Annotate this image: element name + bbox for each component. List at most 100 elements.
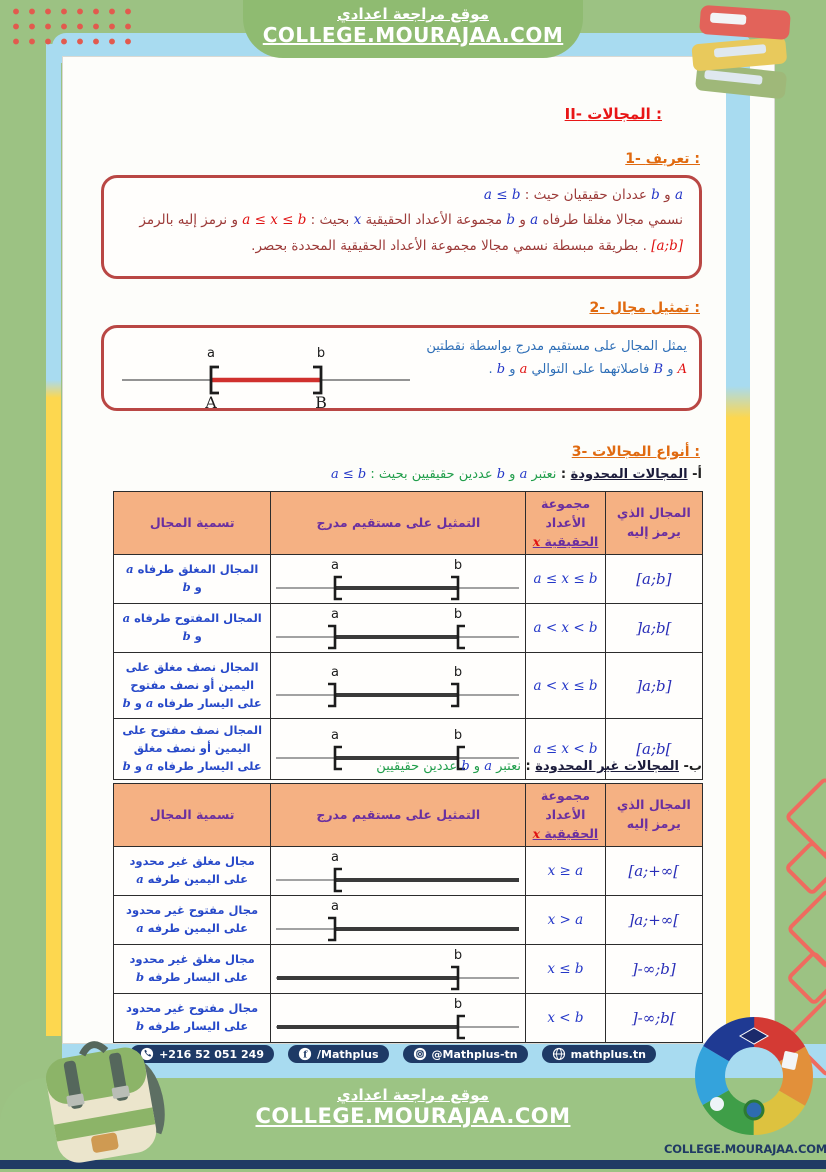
interval-number-line: b [276,997,520,1040]
text-run: a [126,562,134,577]
interval-symbol-cell: ]a;b[ [604,603,704,654]
text-run: a [674,187,683,203]
text-run: a [519,467,528,482]
svg-text:a: a [331,899,339,914]
text-run: أ- [687,467,702,482]
text-run: بحيث : [306,212,354,228]
social-pill-whatsapp[interactable]: +216 52 051 249 [130,1045,274,1063]
text-run: و [130,758,146,773]
svg-text:b: b [317,346,325,361]
social-handle: /Mathplus [317,1047,379,1061]
number-line-cell: b [270,944,527,995]
svg-text:b: b [454,728,462,743]
social-handle: mathplus.tn [570,1047,646,1061]
text-run: مجال مغلق غير محدود على اليمين طرفه [129,854,255,887]
text-run: و [663,361,678,377]
svg-text:a: a [331,558,339,573]
text-run: مجال مغلق غير محدود على اليسار طرفه [129,952,255,985]
social-handle: +216 52 051 249 [159,1047,264,1061]
svg-text:a: a [331,607,339,622]
logo-caption: COLLEGE.MOURAJAA.COM [664,1142,826,1156]
interval-number-line: b [276,948,520,991]
instagram-icon [413,1047,427,1061]
text-run: مجال مفتوح غير محدود على اليمين طرفه [126,903,259,936]
social-handle: @Mathplus-tn [431,1047,518,1061]
text-run: نسمي مجالا مغلقا طرفاه [538,212,684,228]
definition-line-2: نسمي مجالا مغلقا طرفاه a و b مجموعة الأع… [120,207,683,260]
interval-ab-number-line: a b A B [122,346,410,412]
svg-text:A: A [204,393,217,412]
unbounded-intervals-intro: ب- المجالات غير المحدودة : نعتبر a و b ع… [376,759,702,774]
site-title-arabic: موقع مراجعة اعدادي [337,5,489,23]
unbounded-intervals-table-host: المجال الذي يرمز إليه مجموعة الأعداد الحق… [112,782,704,1044]
bounded-intervals-intro: أ- المجالات المحدودة : نعتبر a و b عددين… [331,467,702,482]
text-run: b [122,695,131,710]
text-run: b [135,1019,144,1034]
svg-text:b: b [454,997,462,1012]
interval-symbol-cell: ]a;b] [604,652,704,720]
svg-text:a: a [331,665,339,680]
text-run: و [190,580,202,595]
number-line-cell: b [270,993,527,1044]
text-run: و [505,361,520,377]
text-run: المجال نصف مفتوح على اليمين أو نصف مغلق … [122,723,263,773]
table-row: ]a;+∞[x > a a مجال مفتوح غير محدود على الي… [112,895,704,946]
facebook-icon: f [298,1047,312,1061]
interval-number-line: a [276,850,520,893]
left-stripe [46,44,61,1036]
social-pill-globe[interactable]: mathplus.tn [541,1045,656,1063]
interval-symbol-cell: [a;b] [604,554,704,605]
text-run: . بطريقة مبسطة نسمي مجالا مجموعة الأعداد… [251,238,652,255]
interval-number-line: a [276,899,520,942]
document-sheet: II- المجالات : 1- تعريف : a و b عددان حق… [62,56,775,1044]
definition-line-1: a و b عددان حقيقيان حيث : a ≤ b [120,187,683,203]
dots-pattern [8,4,138,52]
text-run: نعتبر [491,759,521,774]
interval-symbol-cell: ]a;+∞[ [604,895,704,946]
text-run: b [461,759,470,774]
interval-name-cell: مجال مغلق غير محدود على اليسار طرفه b [112,944,272,995]
svg-text:B: B [315,393,327,412]
text-run: a [136,872,144,887]
text-run: يمثل المجال على مستقيم مدرج بواسطة نقطتي… [426,339,687,354]
definition-box: a و b عددان حقيقيان حيث : a ≤ b نسمي مجا… [101,175,702,279]
text-run: : [521,759,536,774]
site-url: COLLEGE.MOURAJAA.COM [262,23,564,47]
text-run: b [496,361,506,377]
column-header: التمثيل على مستقيم مدرج [270,490,527,556]
text-run: و [190,629,202,644]
right-stripe [726,56,750,1036]
representation-text: يمثل المجال على مستقيم مدرج بواسطة نقطتي… [416,334,687,382]
svg-text:a: a [331,728,339,743]
interval-symbol-cell: ]-∞;b[ [604,993,704,1044]
inequality-cell: x > a [525,895,606,946]
bounded-intervals-table: المجال الذي يرمز إليه مجموعة الأعداد الحق… [112,490,704,780]
inequality-cell: x ≥ a [525,846,606,897]
text-run: a [530,212,539,228]
text-run: : [556,467,571,482]
text-run: a [145,695,154,710]
text-run: المجالات المحدودة [570,467,688,482]
svg-text:b: b [454,607,462,622]
text-run: B [653,361,664,377]
social-pill-facebook[interactable]: f/Mathplus [288,1045,389,1063]
column-header: المجال الذي يرمز إليه [604,490,704,556]
column-header: التمثيل على مستقيم مدرج [270,782,527,848]
chevron-decoration [785,949,826,1007]
social-pill-instagram[interactable]: @Mathplus-tn [402,1045,528,1063]
site-logo-ring [690,1012,818,1144]
text-run: b [135,970,144,985]
text-run: عددان حقيقيان حيث : [520,187,652,203]
text-run: مجال مفتوح غير محدود على اليسار طرفه [126,1001,259,1034]
text-run: مجموعة الأعداد الحقيقية [361,212,507,228]
svg-text:b: b [454,558,462,573]
books-illustration [684,2,802,112]
interval-name-cell: مجال مفتوح غير محدود على اليسار طرفه b [112,993,272,1044]
globe-icon [552,1047,566,1061]
footer-site-url: COLLEGE.MOURAJAA.COM [255,1104,571,1128]
interval-name-cell: المجال نصف مغلق على اليمين أو نصف مفتوح … [112,652,272,720]
